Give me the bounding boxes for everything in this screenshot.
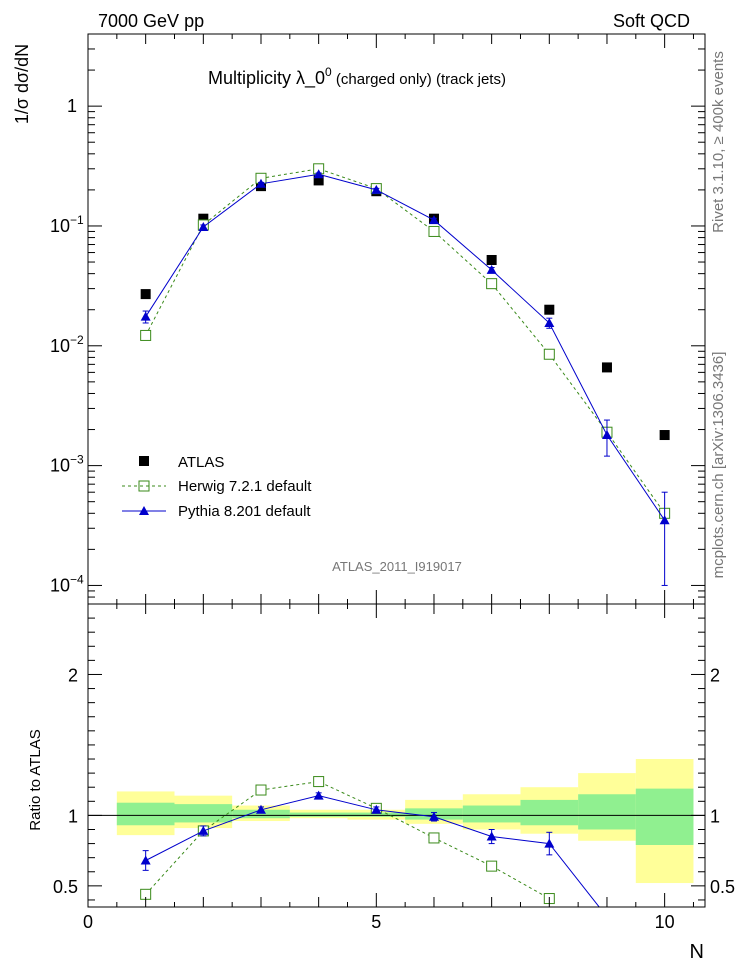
legend-label-herwig: Herwig 7.2.1 default — [178, 478, 312, 495]
main-point-2-9 — [659, 515, 670, 525]
x-tick-label-2: 10 — [655, 912, 675, 932]
x-axis-label: N — [690, 941, 704, 963]
ratio-point-1-2 — [255, 804, 266, 814]
main-series-line-1 — [145, 168, 666, 514]
ratio-point-1-1 — [198, 825, 209, 835]
x-tick-label-0: 0 — [83, 912, 93, 932]
main-ytick-label-3: 10−3 — [50, 453, 84, 476]
ratio-band-stat-3 — [289, 812, 348, 817]
main-panel: 1 10−1 10−2 10−3 10−4 1/σ dσ/dN Multiplicity… — [12, 33, 706, 605]
ratio-ytick-label-right-0: 0.5 — [710, 877, 735, 897]
ratio-band-stat-0 — [116, 802, 175, 826]
main-ytick-label-2: 10−2 — [50, 333, 84, 356]
main-point-2-5 — [428, 215, 439, 225]
legend-label-atlas: ATLAS — [178, 454, 224, 471]
main-point-1-5 — [428, 225, 440, 237]
x-tick-labels: 0 5 10 — [83, 912, 675, 932]
title-main-text: Multiplicity λ_0 — [208, 68, 325, 89]
ratio-point-1-0 — [140, 855, 151, 865]
legend-marker-pythia — [139, 506, 149, 515]
legend: ATLAS Herwig 7.2.1 default Pythia 8.201 … — [122, 454, 312, 520]
ratio-band-stat-2 — [232, 809, 290, 819]
ratio-plot-area — [88, 759, 705, 907]
main-ylabel: 1/σ dσ/dN — [12, 44, 32, 124]
ratio-ytick-label-right-2: 2 — [710, 665, 720, 685]
main-point-0-3 — [313, 175, 324, 186]
main-point-2-3 — [313, 169, 324, 179]
ratio-band-stat-4 — [347, 812, 406, 817]
ratio-band-stat-9 — [635, 788, 694, 845]
ratio-band-stat-1 — [174, 804, 233, 823]
ratio-point-1-4 — [371, 804, 382, 814]
legend-label-pythia: Pythia 8.201 default — [178, 503, 311, 520]
ratio-series-line-0 — [145, 781, 550, 899]
main-ytick-label-4: 10−4 — [50, 572, 84, 595]
title-superscript: 0 — [325, 65, 332, 79]
main-point-2-4 — [371, 184, 382, 194]
ratio-point-1-3 — [313, 790, 324, 800]
ratio-panel: 0.5 0.5 1 1 2 2 Ratio to ATLAS — [27, 603, 735, 908]
main-point-0-0 — [140, 289, 151, 300]
x-tick-label-1: 5 — [371, 912, 381, 932]
main-point-1-6 — [486, 278, 498, 290]
rivet-label: Rivet 3.1.10, ≥ 400k events — [710, 51, 727, 233]
legend-marker-herwig — [138, 480, 150, 492]
ratio-point-1-7 — [544, 838, 555, 848]
main-point-2-6 — [486, 264, 497, 274]
ratio-point-0-5 — [428, 832, 440, 844]
main-point-2-2 — [255, 178, 266, 188]
main-axis-ticks: 1 10−1 10−2 10−3 10−4 — [50, 33, 705, 605]
ratio-ytick-label-left-1: 1 — [68, 806, 78, 826]
header-left: 7000 GeV pp — [98, 11, 204, 31]
ratio-clipped-series — [140, 776, 600, 907]
main-point-2-7 — [544, 317, 555, 327]
header-right: Soft QCD — [613, 11, 690, 31]
main-point-2-0 — [140, 311, 151, 321]
main-point-0-8 — [601, 362, 612, 373]
ratio-ylabel: Ratio to ATLAS — [27, 729, 44, 830]
ratio-band-stat-8 — [578, 794, 636, 830]
ratio-ytick-label-left-2: 2 — [68, 665, 78, 685]
main-point-2-1 — [198, 222, 209, 232]
mcplots-label: mcplots.cern.ch [arXiv:1306.3436] — [710, 352, 727, 579]
main-ytick-label-0: 1 — [67, 96, 77, 116]
main-title: Multiplicity λ_00 (charged only) (track … — [208, 65, 506, 89]
main-point-2-8 — [601, 430, 612, 440]
ratio-point-0-2 — [255, 784, 267, 796]
ratio-point-1-5 — [428, 811, 439, 821]
main-series-line-2 — [145, 173, 666, 521]
title-suffix: (charged only) (track jets) — [332, 71, 506, 88]
main-point-0-1 — [198, 213, 209, 224]
main-ytick-label-1: 10−1 — [50, 213, 84, 236]
ratio-ytick-label-left-0: 0.5 — [53, 877, 78, 897]
watermark-label: ATLAS_2011_I919017 — [332, 559, 462, 574]
main-point-0-7 — [544, 304, 555, 315]
ratio-band-stat-6 — [462, 805, 521, 823]
ratio-ytick-label-right-1: 1 — [710, 806, 720, 826]
ratio-axis-ticks: 0.5 0.5 1 1 2 2 — [53, 604, 735, 907]
ratio-frame — [87, 603, 706, 908]
main-point-1-0 — [140, 329, 152, 341]
main-point-0-6 — [486, 254, 497, 265]
main-point-1-7 — [543, 348, 555, 360]
ratio-point-0-6 — [486, 860, 498, 872]
ratio-band-stat-7 — [520, 799, 579, 826]
main-plot-area — [140, 163, 671, 586]
ratio-point-0-3 — [313, 776, 325, 788]
main-point-0-9 — [659, 430, 670, 441]
ratio-point-1-6 — [486, 831, 497, 841]
legend-marker-atlas — [139, 456, 149, 466]
